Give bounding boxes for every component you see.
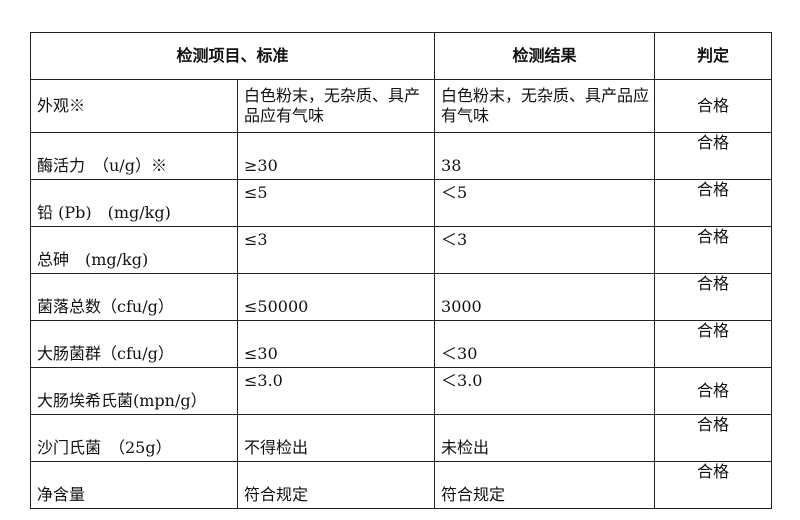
- item-cell: 菌落总数（cfu/g）: [30, 273, 238, 321]
- verdict-cell: 合格: [654, 367, 773, 415]
- verdict-cell: 合格: [654, 226, 773, 274]
- item-cell: 总砷 (mg/kg): [30, 226, 238, 274]
- table-row: 沙门氏菌 （25g） 不得检出 未检出 合格: [30, 414, 773, 462]
- result-cell: ＜3: [434, 226, 656, 274]
- item-cell: 酶活力 （u/g）※: [30, 132, 238, 180]
- item-cell: 外观※: [30, 79, 238, 133]
- result-cell: 符合规定: [434, 461, 656, 509]
- verdict-cell: 合格: [654, 461, 773, 509]
- result-cell: ＜30: [434, 320, 656, 368]
- verdict-cell: 合格: [654, 132, 773, 180]
- standard-cell: 符合规定: [236, 461, 436, 509]
- item-cell: 大肠埃希氏菌(mpn/g）: [30, 367, 238, 415]
- result-cell: 38: [434, 132, 656, 180]
- verdict-cell: 合格: [654, 79, 773, 133]
- standard-cell: ≤30: [236, 320, 436, 368]
- standard-cell: ≤5: [236, 179, 436, 227]
- verdict-cell: 合格: [654, 273, 773, 321]
- item-cell: 大肠菌群（cfu/g）: [30, 320, 238, 368]
- result-cell: 未检出: [434, 414, 656, 462]
- standard-cell: ≤3: [236, 226, 436, 274]
- standard-cell: ≥30: [236, 132, 436, 180]
- test-report-table: 检测项目、标准 检测结果 判定 外观※ 白色粉末，无杂质、具产品应有气味 白色粉…: [29, 32, 773, 509]
- table-row: 大肠菌群（cfu/g） ≤30 ＜30 合格: [30, 320, 773, 368]
- table-row: 外观※ 白色粉末，无杂质、具产品应有气味 白色粉末，无杂质、具产品应有气味 合格: [30, 79, 773, 133]
- standard-cell: 白色粉末，无杂质、具产品应有气味: [236, 79, 436, 133]
- item-cell: 铅 (Pb) (mg/kg): [30, 179, 238, 227]
- standard-cell: ≤50000: [236, 273, 436, 321]
- result-cell: 3000: [434, 273, 656, 321]
- table-row: 总砷 (mg/kg) ≤3 ＜3 合格: [30, 226, 773, 274]
- header-item-standard: 检测项目、标准: [29, 32, 436, 80]
- table-row: 酶活力 （u/g）※ ≥30 38 合格: [30, 132, 773, 180]
- standard-cell: 不得检出: [236, 414, 436, 462]
- item-cell: 沙门氏菌 （25g）: [30, 414, 238, 462]
- header-verdict: 判定: [654, 32, 773, 80]
- result-cell: ＜5: [434, 179, 656, 227]
- verdict-cell: 合格: [654, 179, 773, 227]
- header-row: 检测项目、标准 检测结果 判定: [29, 32, 773, 80]
- verdict-cell: 合格: [654, 320, 773, 368]
- table-row: 大肠埃希氏菌(mpn/g） ≤3.0 ＜3.0 合格: [30, 367, 773, 415]
- item-cell: 净含量: [30, 461, 238, 509]
- table-row: 铅 (Pb) (mg/kg) ≤5 ＜5 合格: [30, 179, 773, 227]
- table-row: 菌落总数（cfu/g） ≤50000 3000 合格: [30, 273, 773, 321]
- result-cell: 白色粉末，无杂质、具产品应有气味: [434, 79, 656, 133]
- verdict-cell: 合格: [654, 414, 773, 462]
- table-row: 净含量 符合规定 符合规定 合格: [30, 461, 773, 509]
- standard-cell: ≤3.0: [236, 367, 436, 415]
- header-result: 检测结果: [434, 32, 656, 80]
- result-cell: ＜3.0: [434, 367, 656, 415]
